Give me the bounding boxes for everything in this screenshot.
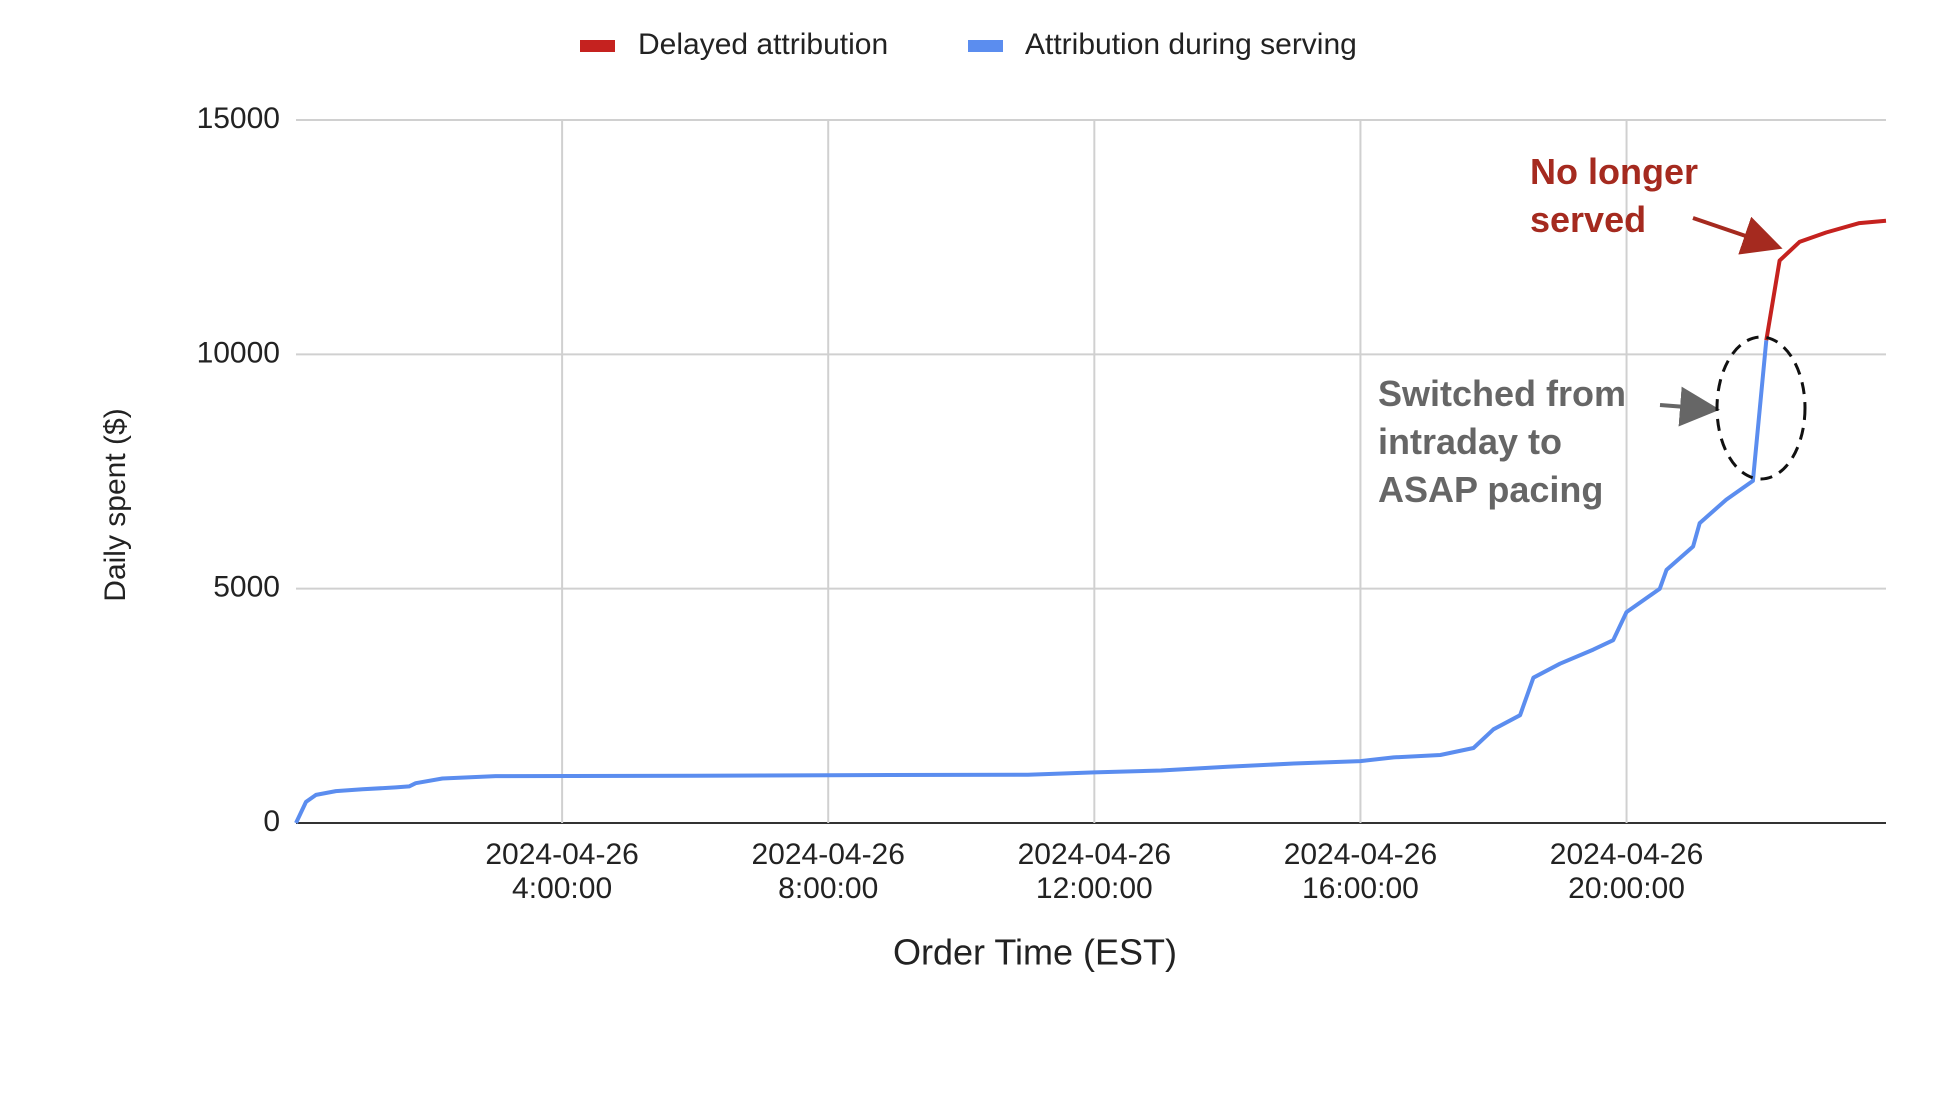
x-tick-label: 2024-04-26 16:00:00 [1283,838,1438,905]
legend-label: Delayed attribution [638,28,888,61]
x-tick-label: 2024-04-26 20:00:00 [1549,838,1704,905]
plot [294,218,1887,824]
y-tick-label: 15000 [197,102,280,135]
x-axis-title: Order Time (EST) [893,932,1177,973]
annotation: Switched from intraday to ASAP pacing [1378,373,1627,510]
x-tick-label: 2024-04-26 4:00:00 [485,838,639,905]
grid [296,119,1886,824]
series-line [294,340,1769,824]
x-tick-label: 2024-04-26 8:00:00 [751,838,905,905]
legend-label: Attribution during serving [1025,28,1357,61]
y-tick-label: 10000 [197,336,280,369]
series-line [1764,218,1887,341]
legend-swatch [968,40,1003,52]
y-tick-label: 5000 [213,571,280,604]
arrow [1692,216,1783,255]
y-tick-label: 0 [263,805,280,838]
legend-swatch [580,40,615,52]
y-axis-title: Daily spent ($) [99,408,132,601]
annotation: No longer served [1530,151,1698,240]
arrow [1659,386,1720,427]
highlight-ellipse [1715,335,1807,481]
x-tick-label: 2024-04-26 12:00:00 [1017,838,1172,905]
